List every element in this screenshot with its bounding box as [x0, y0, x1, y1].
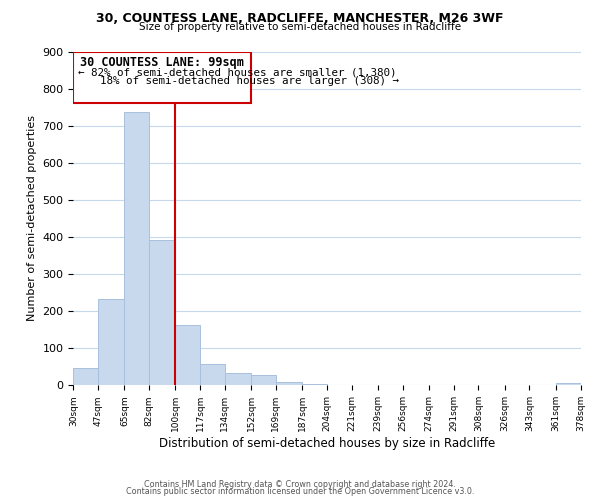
- Y-axis label: Number of semi-detached properties: Number of semi-detached properties: [27, 116, 37, 322]
- Bar: [175, 325, 200, 386]
- Bar: [556, 384, 581, 386]
- Bar: [276, 382, 302, 386]
- Bar: [302, 384, 327, 386]
- Text: 18% of semi-detached houses are larger (308) →: 18% of semi-detached houses are larger (…: [100, 76, 398, 86]
- Bar: [327, 384, 352, 386]
- Bar: [73, 368, 98, 386]
- Bar: [149, 240, 175, 386]
- X-axis label: Distribution of semi-detached houses by size in Radcliffe: Distribution of semi-detached houses by …: [159, 437, 495, 450]
- Text: Contains public sector information licensed under the Open Government Licence v3: Contains public sector information licen…: [126, 488, 474, 496]
- Text: 30 COUNTESS LANE: 99sqm: 30 COUNTESS LANE: 99sqm: [80, 56, 244, 69]
- Bar: [251, 376, 276, 386]
- Bar: [98, 299, 124, 386]
- Bar: [225, 374, 251, 386]
- Bar: [124, 112, 149, 386]
- FancyBboxPatch shape: [73, 52, 251, 104]
- Text: Contains HM Land Registry data © Crown copyright and database right 2024.: Contains HM Land Registry data © Crown c…: [144, 480, 456, 489]
- Text: 30, COUNTESS LANE, RADCLIFFE, MANCHESTER, M26 3WF: 30, COUNTESS LANE, RADCLIFFE, MANCHESTER…: [96, 12, 504, 26]
- Text: ← 82% of semi-detached houses are smaller (1,380): ← 82% of semi-detached houses are smalle…: [78, 67, 396, 77]
- Text: Size of property relative to semi-detached houses in Radcliffe: Size of property relative to semi-detach…: [139, 22, 461, 32]
- Bar: [200, 364, 225, 386]
